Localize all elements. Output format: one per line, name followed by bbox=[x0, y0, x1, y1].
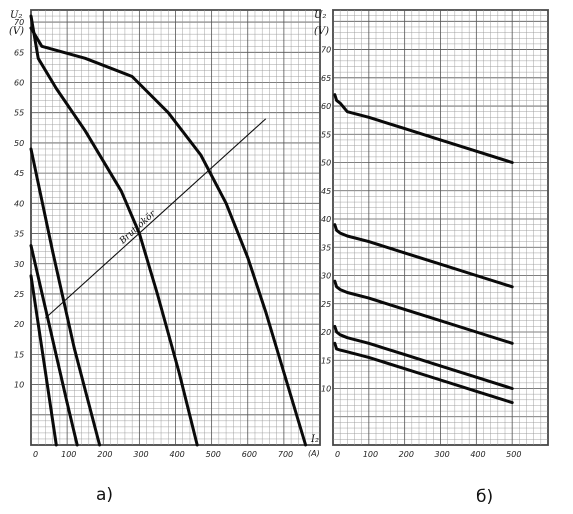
y-tick-label: 10 bbox=[14, 381, 24, 390]
y-tick-label: 30 bbox=[321, 272, 331, 281]
x-tick-label: 200 bbox=[97, 450, 112, 459]
x-tick-label: 400 bbox=[170, 450, 185, 459]
x-tick-label: 0 bbox=[335, 450, 340, 459]
x-tick-label: 0 bbox=[33, 450, 38, 459]
series-line-b-1 bbox=[333, 93, 514, 164]
y-tick-label: 60 bbox=[321, 102, 331, 111]
y-tick-label: 40 bbox=[321, 215, 331, 224]
series-line-a-5 bbox=[29, 26, 308, 447]
x-tick-label: 600 bbox=[242, 450, 257, 459]
ticks-b: 0 100 200 300 400 500 10 15 20 25 30 35 40 45 50 55 60 65… bbox=[321, 46, 521, 459]
series-line-b-5 bbox=[333, 341, 514, 405]
x-tick-label: 400 bbox=[470, 450, 485, 459]
caption-a: а) bbox=[96, 485, 113, 505]
y-axis-unit-a: (V) bbox=[9, 26, 24, 37]
chart-b: 0 100 200 300 400 500 10 15 20 25 30 35 40 45 50 55 60 65… bbox=[314, 9, 549, 507]
y-tick-label: 10 bbox=[321, 385, 331, 394]
y-tick-label: 50 bbox=[14, 139, 24, 148]
y-tick-label: 65 bbox=[14, 48, 24, 57]
x-tick-label: 200 bbox=[399, 450, 414, 459]
y-tick-label: 55 bbox=[321, 130, 331, 139]
y-tick-label: 35 bbox=[14, 230, 24, 239]
y-tick-label: 30 bbox=[14, 260, 24, 269]
y-tick-label: 15 bbox=[14, 350, 24, 359]
x-tick-label: 300 bbox=[133, 450, 148, 459]
x-tick-label: 100 bbox=[363, 450, 378, 459]
y-tick-label: 50 bbox=[321, 159, 331, 168]
y-tick-label: 55 bbox=[14, 109, 24, 118]
series-b bbox=[333, 93, 514, 405]
y-tick-label: 60 bbox=[14, 79, 24, 88]
y-tick-label: 25 bbox=[321, 300, 331, 309]
series-line-a-2 bbox=[29, 244, 79, 447]
series-line-b-2 bbox=[333, 223, 514, 289]
y-tick-label: 35 bbox=[321, 243, 331, 252]
x-tick-label: 500 bbox=[206, 450, 221, 459]
grid-a bbox=[30, 9, 321, 446]
x-tick-label: 300 bbox=[435, 450, 450, 459]
y-tick-label: 20 bbox=[321, 328, 331, 337]
y-tick-label: 40 bbox=[14, 199, 24, 208]
y-axis-label-a: U₂ bbox=[10, 10, 22, 21]
annotation-line bbox=[45, 118, 267, 319]
x-axis-label-a: I₂ bbox=[310, 434, 319, 445]
y-tick-label: 20 bbox=[14, 320, 24, 329]
y-tick-label: 45 bbox=[321, 187, 331, 196]
ticks-a: 0 100 200 300 400 500 600 700 10 15 20 25 30 35 40 45 50… bbox=[14, 18, 293, 459]
y-tick-label: 70 bbox=[321, 46, 331, 55]
y-tick-label: 25 bbox=[14, 290, 24, 299]
series-line-b-4 bbox=[333, 324, 514, 390]
y-tick-label: 15 bbox=[321, 356, 331, 365]
x-tick-label: 100 bbox=[61, 450, 76, 459]
y-axis-unit-b: (V) bbox=[314, 26, 329, 37]
annotation-label: Bruttokör bbox=[117, 209, 158, 247]
caption-b: б) bbox=[476, 487, 493, 507]
y-axis-label-b: U₂ bbox=[314, 10, 326, 21]
x-tick-label: 700 bbox=[278, 450, 293, 459]
series-line-b-3 bbox=[333, 279, 514, 345]
x-tick-label: 500 bbox=[506, 450, 521, 459]
y-tick-label: 45 bbox=[14, 169, 24, 178]
y-tick-label: 70 bbox=[14, 18, 24, 27]
series-line-a-1 bbox=[29, 274, 58, 447]
series-line-a-3 bbox=[29, 147, 102, 447]
chart-a: 0 100 200 300 400 500 600 700 10 15 20 25 30 35 40 45 50… bbox=[9, 9, 321, 505]
y-tick-label: 65 bbox=[321, 74, 331, 83]
x-axis-unit-a: (A) bbox=[308, 449, 320, 458]
series-line-a-4 bbox=[29, 14, 199, 447]
